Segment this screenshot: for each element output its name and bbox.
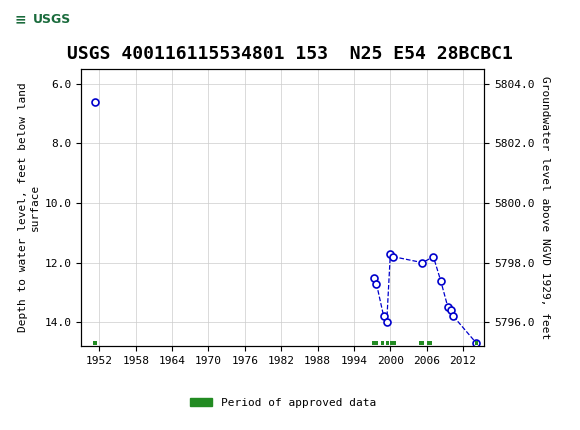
- Bar: [381, 341, 385, 344]
- Bar: [6, 3, 99, 36]
- Y-axis label: Groundwater level above NGVD 1929, feet: Groundwater level above NGVD 1929, feet: [540, 76, 550, 339]
- Text: ≡: ≡: [14, 12, 26, 26]
- Text: USGS: USGS: [33, 13, 71, 26]
- Bar: [474, 341, 478, 344]
- Bar: [372, 341, 378, 344]
- Bar: [427, 341, 432, 344]
- Legend: Period of approved data: Period of approved data: [185, 394, 380, 413]
- Bar: [390, 341, 396, 344]
- Y-axis label: Depth to water level, feet below land
surface: Depth to water level, feet below land su…: [18, 83, 41, 332]
- Bar: [419, 341, 425, 344]
- Text: USGS 400116115534801 153  N25 E54 28BCBC1: USGS 400116115534801 153 N25 E54 28BCBC1: [67, 45, 513, 63]
- Bar: [386, 341, 389, 344]
- Bar: [93, 341, 97, 344]
